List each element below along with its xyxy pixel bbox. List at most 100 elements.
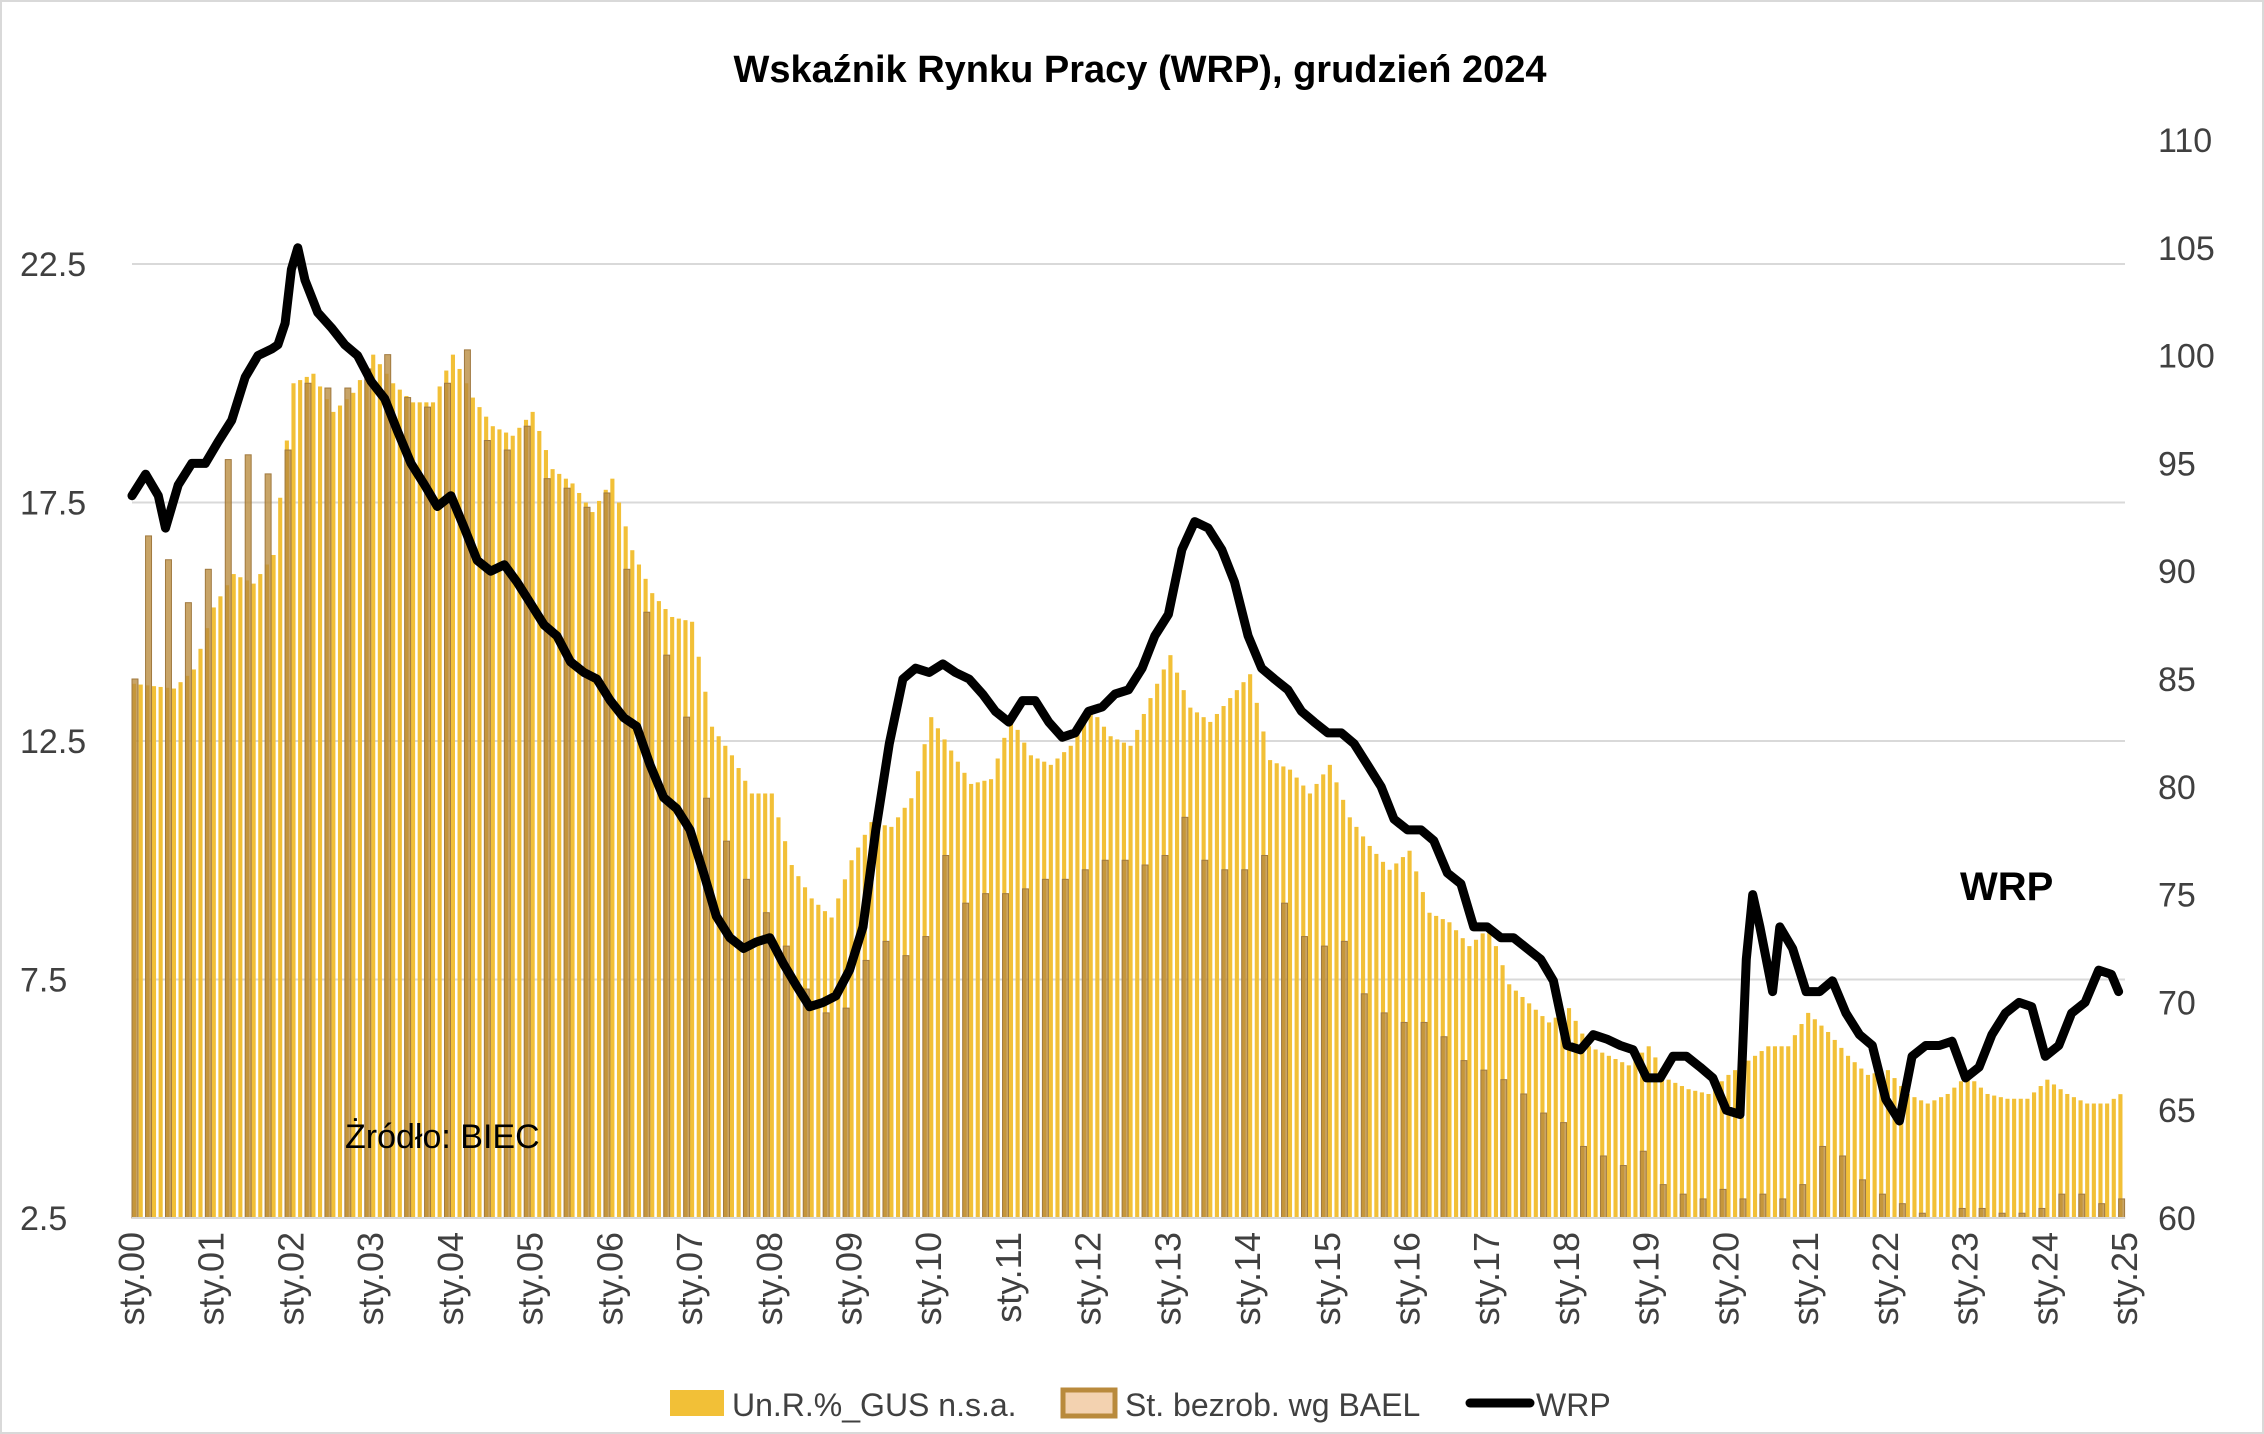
- gus-bar: [1533, 1009, 1538, 1218]
- bael-bar: [1540, 1112, 1548, 1219]
- gus-bar: [2105, 1103, 2110, 1218]
- x-tick-label: sty.25: [2104, 1232, 2145, 1325]
- gus-bar: [2031, 1092, 2037, 1218]
- wrp-annotation: WRP: [1960, 865, 2053, 909]
- x-tick-label: sty.00: [111, 1232, 152, 1325]
- gus-bar: [670, 616, 675, 1218]
- bael-bar: [1201, 859, 1209, 1219]
- gus-bar: [238, 577, 243, 1218]
- y-right-tick-label: 70: [2158, 984, 2196, 1022]
- gus-bar: [2018, 1098, 2023, 1218]
- gus-bar: [357, 380, 362, 1218]
- bael-bar: [2058, 1193, 2066, 1219]
- gus-bar: [1547, 1022, 1552, 1218]
- x-tick-label: sty.24: [2024, 1232, 2065, 1325]
- gus-bar: [1699, 1092, 1704, 1218]
- gus-bar: [1852, 1062, 1857, 1218]
- bael-bar: [1101, 859, 1109, 1219]
- bael-bar: [802, 988, 810, 1219]
- gus-bar: [1334, 782, 1339, 1218]
- bael-bar: [1500, 1079, 1508, 1219]
- bael-bar: [164, 559, 172, 1219]
- gus-bar: [397, 389, 402, 1218]
- gus-bar: [1527, 1003, 1532, 1218]
- gus-bar: [477, 407, 482, 1218]
- bael-bar: [483, 440, 491, 1219]
- bael-bar: [463, 349, 471, 1219]
- gus-bar: [2012, 1098, 2017, 1218]
- gus-bar: [1879, 1071, 1884, 1218]
- bael-bar: [1440, 1036, 1448, 1219]
- gus-bar: [271, 554, 276, 1218]
- gus-bar: [1673, 1082, 1678, 1218]
- bael-bar: [942, 854, 950, 1219]
- bael-bar: [1161, 854, 1169, 1219]
- bael-bar: [1261, 854, 1269, 1219]
- gus-bar: [690, 621, 695, 1218]
- bael-bar: [145, 535, 153, 1219]
- x-tick-label: sty.18: [1546, 1232, 1587, 1325]
- gus-bar: [1826, 1031, 1831, 1218]
- gus-bar: [1347, 817, 1352, 1218]
- gus-bar: [1095, 717, 1100, 1218]
- gus-bar: [1427, 912, 1432, 1218]
- gus-bar: [1374, 853, 1379, 1218]
- y-left-tick-label: 12.5: [20, 723, 86, 761]
- gus-bar: [1772, 1046, 1778, 1218]
- gus-bar: [988, 779, 994, 1218]
- gus-bar: [1234, 690, 1239, 1218]
- gus-bar: [1686, 1089, 1691, 1218]
- x-tick-label: sty.09: [828, 1232, 869, 1325]
- gus-bar: [610, 478, 615, 1219]
- gus-bar: [1314, 783, 1319, 1218]
- gus-bar: [1447, 922, 1452, 1218]
- bael-bar: [1420, 1021, 1428, 1219]
- gus-bar: [975, 782, 980, 1218]
- x-tick-label: sty.05: [510, 1232, 551, 1325]
- gus-bar: [1620, 1062, 1625, 1218]
- gus-bar: [457, 368, 462, 1218]
- bael-bar: [882, 940, 890, 1219]
- bael-bar: [822, 1012, 830, 1219]
- gus-bar: [1467, 946, 1472, 1218]
- gus-bar: [1859, 1068, 1864, 1218]
- bael-bar: [184, 602, 192, 1219]
- gus-bar: [876, 823, 881, 1218]
- gus-bar: [829, 917, 834, 1218]
- gus-bar: [1739, 1065, 1744, 1218]
- gus-bar: [1905, 1093, 1910, 1218]
- gus-bar: [311, 373, 316, 1218]
- gus-bar: [696, 656, 701, 1218]
- gus-bar: [1779, 1046, 1784, 1218]
- bael-bar: [1241, 869, 1249, 1219]
- y-left-tick-label: 17.5: [20, 485, 86, 523]
- x-tick-label: sty.22: [1865, 1232, 1906, 1325]
- bael-bar: [723, 840, 731, 1219]
- gus-bar: [1899, 1086, 1904, 1218]
- bael-bar: [1839, 1155, 1847, 1219]
- bael-bar: [1580, 1145, 1587, 1219]
- gus-bar: [2071, 1097, 2076, 1218]
- gus-bar: [1254, 702, 1259, 1218]
- gus-bar: [470, 397, 475, 1219]
- gus-bar: [2045, 1079, 2050, 1218]
- bael-bar: [1759, 1193, 1767, 1219]
- y-right-tick-label: 65: [2158, 1092, 2196, 1130]
- legend-label-bael: St. bezrob. wg BAEL: [1125, 1387, 1420, 1423]
- gus-bar: [1679, 1086, 1685, 1218]
- y-right-tick-label: 80: [2158, 769, 2196, 807]
- gus-bar: [1214, 713, 1219, 1218]
- gus-bar: [590, 512, 595, 1218]
- bael-bar: [782, 945, 790, 1219]
- gus-bar: [198, 648, 203, 1218]
- gus-bar: [809, 898, 814, 1218]
- gus-bar: [1925, 1103, 1930, 1218]
- gus-bar: [2005, 1098, 2010, 1218]
- gus-bar: [597, 500, 602, 1218]
- gus-bar: [1513, 990, 1518, 1218]
- x-tick-label: sty.04: [430, 1232, 471, 1325]
- gus-bar: [1759, 1051, 1764, 1218]
- gus-bar: [1952, 1087, 1957, 1218]
